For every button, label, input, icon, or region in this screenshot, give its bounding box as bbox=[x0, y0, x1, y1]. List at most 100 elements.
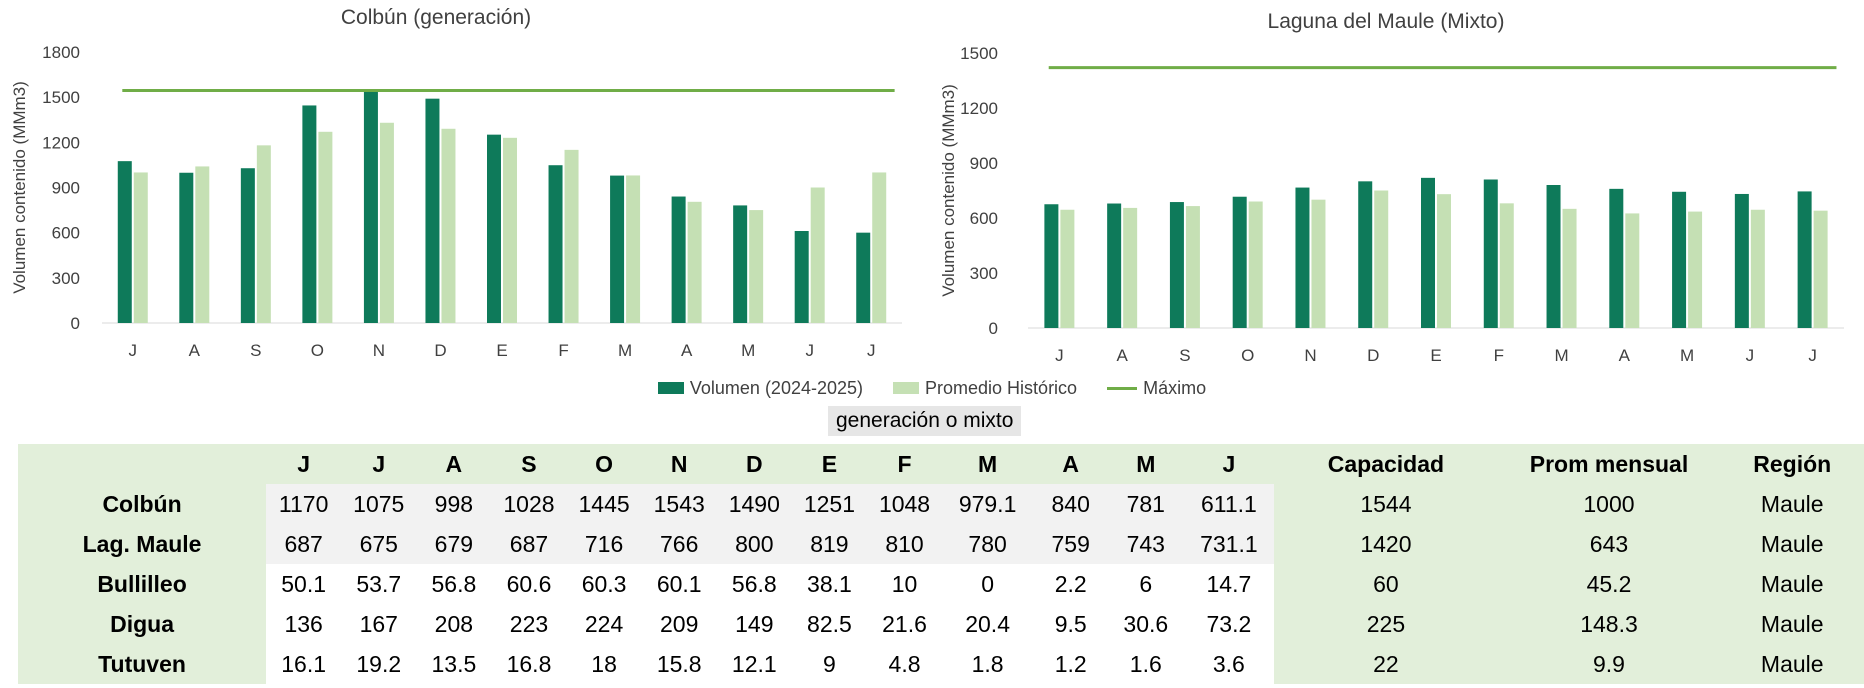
legend-promedio-label: Promedio Histórico bbox=[925, 377, 1078, 398]
table-cell: 819 bbox=[791, 524, 867, 564]
table-cell: 60.1 bbox=[641, 564, 717, 604]
table-header-cell: J bbox=[341, 444, 417, 484]
table-cell: 21.6 bbox=[866, 604, 943, 644]
table-header-cell: M bbox=[1108, 444, 1184, 484]
bar-volumen bbox=[240, 168, 255, 323]
x-tick-label: D bbox=[434, 341, 446, 360]
table-header-cell: J bbox=[266, 444, 342, 484]
y-tick-label: 1500 bbox=[960, 44, 998, 63]
x-tick-label: A bbox=[189, 341, 201, 360]
bar-promedio bbox=[749, 210, 764, 323]
table-cell: 1445 bbox=[566, 484, 642, 524]
chart-title: Colbún (generación) bbox=[341, 6, 531, 29]
table-cell: 716 bbox=[566, 524, 642, 564]
prom-mensual-cell: 643 bbox=[1497, 524, 1721, 564]
y-tick-label: 0 bbox=[71, 314, 80, 333]
bar-promedio bbox=[872, 172, 887, 323]
table-cell: 1543 bbox=[641, 484, 717, 524]
table-header-cell: Capacidad bbox=[1274, 444, 1498, 484]
x-tick-label: N bbox=[373, 341, 385, 360]
bar-volumen bbox=[1107, 203, 1122, 328]
table-cell: 1.6 bbox=[1108, 644, 1184, 684]
table-row: Bullilleo 50.1 53.7 56.8 60.6 60.3 60.1 56.8 38.… bbox=[18, 564, 1864, 604]
table-cell: 0 bbox=[942, 564, 1034, 604]
table-cell: 136 bbox=[266, 604, 342, 644]
bar-volumen bbox=[1609, 188, 1624, 328]
legend-maximo-swatch bbox=[1107, 386, 1138, 390]
bar-promedio bbox=[318, 131, 333, 323]
region-cell: Maule bbox=[1720, 484, 1864, 524]
bar-promedio bbox=[1248, 201, 1263, 328]
x-tick-label: J bbox=[1746, 346, 1755, 365]
table-header-cell: Región bbox=[1720, 444, 1864, 484]
bar-volumen bbox=[1546, 185, 1561, 328]
table-header-corner bbox=[18, 444, 267, 484]
table-header-cell: A bbox=[416, 444, 492, 484]
bar-promedio bbox=[1185, 206, 1200, 328]
table-cell: 15.8 bbox=[641, 644, 717, 684]
table-cell: 53.7 bbox=[341, 564, 417, 604]
bar-volumen bbox=[179, 172, 194, 323]
table-cell: 1170 bbox=[266, 484, 342, 524]
y-tick-label: 0 bbox=[989, 319, 998, 338]
bar-promedio bbox=[256, 145, 271, 323]
y-axis-label: Volumen contenido (MMm3) bbox=[10, 81, 29, 294]
legend-volumen: Volumen (2024-2025) bbox=[657, 378, 863, 399]
table-cell: 687 bbox=[266, 524, 342, 564]
bar-volumen bbox=[1672, 191, 1687, 328]
y-tick-label: 300 bbox=[52, 269, 80, 288]
table-row: Colbún 1170 1075 998 1028 1445 1543 1490 1251 104… bbox=[18, 484, 1864, 524]
x-tick-label: A bbox=[1116, 346, 1128, 365]
table-cell: 2.2 bbox=[1033, 564, 1109, 604]
bar-promedio bbox=[810, 187, 825, 323]
table-cell: 56.8 bbox=[716, 564, 792, 604]
table-cell: 1075 bbox=[341, 484, 417, 524]
table-cell: 6 bbox=[1108, 564, 1184, 604]
table-cell: 611.1 bbox=[1183, 484, 1275, 524]
table-cell: 743 bbox=[1108, 524, 1184, 564]
table-cell: 209 bbox=[641, 604, 717, 644]
table-cell: 1.2 bbox=[1033, 644, 1109, 684]
table-cell: 780 bbox=[942, 524, 1034, 564]
legend-volumen-swatch bbox=[657, 382, 684, 394]
table-cell: 56.8 bbox=[416, 564, 492, 604]
bar-volumen bbox=[487, 134, 501, 323]
table-header-cell: Prom mensual bbox=[1497, 444, 1721, 484]
x-tick-label: O bbox=[311, 341, 324, 360]
table-header-cell: M bbox=[942, 444, 1034, 484]
table-header-cell: N bbox=[641, 444, 717, 484]
bar-promedio bbox=[1311, 199, 1326, 328]
region-cell: Maule bbox=[1720, 644, 1864, 684]
x-tick-label: J bbox=[805, 341, 814, 360]
data-table-wrap: J J A S O N D E F M A M J Capacidad Prom mensual Región… bbox=[18, 444, 1864, 688]
table-cell: 9 bbox=[791, 644, 867, 684]
table-cell: 18 bbox=[566, 644, 642, 684]
bar-promedio bbox=[1374, 190, 1389, 328]
y-tick-label: 1200 bbox=[42, 133, 80, 152]
bar-volumen bbox=[1421, 177, 1435, 328]
table-body: Colbún 1170 1075 998 1028 1445 1543 1490 1251 104… bbox=[18, 484, 1864, 684]
bar-promedio bbox=[133, 172, 148, 323]
bar-volumen bbox=[425, 98, 440, 323]
legend-maximo: Máximo bbox=[1107, 378, 1206, 399]
table-cell: 50.1 bbox=[266, 564, 342, 604]
bar-promedio bbox=[1625, 213, 1640, 328]
y-tick-label: 600 bbox=[970, 209, 998, 228]
table-cell: 60.6 bbox=[491, 564, 567, 604]
legend-promedio: Promedio Histórico bbox=[893, 378, 1077, 399]
table-header-cell: O bbox=[566, 444, 642, 484]
y-tick-label: 1800 bbox=[42, 43, 80, 62]
table-header-cell: D bbox=[716, 444, 792, 484]
bar-volumen bbox=[671, 196, 686, 323]
table-cell: 149 bbox=[716, 604, 792, 644]
capacidad-cell: 1420 bbox=[1274, 524, 1498, 564]
x-tick-label: J bbox=[129, 341, 138, 360]
table-cell: 82.5 bbox=[791, 604, 867, 644]
table-cell: 12.1 bbox=[716, 644, 792, 684]
table-cell: 759 bbox=[1033, 524, 1109, 564]
bar-promedio bbox=[1813, 210, 1828, 328]
x-tick-label: M bbox=[1680, 346, 1694, 365]
bar-promedio bbox=[687, 201, 702, 323]
row-name: Colbún bbox=[18, 484, 267, 524]
bar-volumen bbox=[1797, 191, 1812, 328]
